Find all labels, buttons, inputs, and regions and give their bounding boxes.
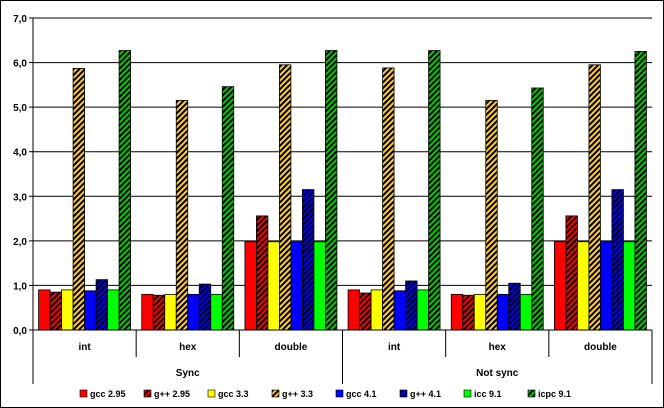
legend-swatch [208,390,215,397]
bar-hatch [405,280,418,330]
bar-hatch [485,100,498,330]
legend-label: gcc 4.1 [346,389,377,399]
legend-label: g++ 3.3 [282,389,313,399]
bar-hatch [588,64,601,331]
y-tick-label: 6,0 [13,59,27,70]
bar-hatch [73,68,85,330]
bar [290,241,303,330]
bar-hatch [256,215,268,330]
bar-hatch [634,51,647,331]
bar [210,294,223,330]
legend-swatch-outline [271,389,280,398]
bar-hatch [428,50,441,331]
legend-label: icc 9.1 [474,389,502,399]
x-tick-label: hex [179,342,197,353]
legend-swatch-outline [335,389,344,398]
bar-hatch [325,50,337,331]
bar-hatch [531,87,544,330]
bar-hatch [508,283,521,330]
bar-hatch [359,293,372,330]
bar [554,241,566,330]
bar-hatch [119,50,131,331]
bar-hatch [50,292,62,330]
y-tick-label: 5,0 [13,103,27,114]
bar [623,241,635,330]
bar [313,241,326,330]
legend-swatch-hatch [400,390,407,397]
bar-hatch [565,215,578,330]
bars [38,50,647,331]
y-tick-label: 2,0 [13,237,27,248]
bar [417,289,429,330]
bar [244,241,257,330]
bar [520,294,532,330]
legend-swatch-outline [399,389,408,398]
x-tick-label: hex [489,342,507,353]
bar [348,289,360,330]
y-tick-label: 1,0 [13,281,27,292]
legend-swatch-hatch [528,390,535,397]
bar [600,241,612,330]
bar [84,290,97,330]
plot-area [33,18,652,330]
bar-hatch [611,189,624,330]
bar-hatch [302,189,314,330]
x-tick-label: int [388,342,401,353]
x-tick-label: int [78,342,91,353]
bar-hatch [222,86,234,330]
bar [371,289,383,330]
bar [394,290,406,330]
y-tick-label: 7,0 [13,14,27,25]
legend-swatch-outline [143,389,152,398]
legend: gcc 2.95 g++ 2.95 gcc 3.3 g++ 3.3 gcc 4.1 g++… [79,389,571,399]
y-tick-label: 4,0 [13,148,27,159]
bar [267,241,280,330]
y-tick-label: 3,0 [13,192,27,203]
legend-swatch-hatch [144,390,151,397]
group-label: Not sync [476,368,519,379]
x-tick-label: double [584,342,617,353]
legend-swatch-hatch [272,390,279,397]
axes: 0,0 1,0 2,0 3,0 4,0 5,0 6,0 7,0 int hex double int h… [13,14,653,384]
bar [107,289,120,330]
y-tick-label: 0,0 [13,326,27,337]
bar-hatch [96,279,108,330]
legend-label: gcc 2.95 [90,389,126,399]
legend-swatch-outline [527,389,536,398]
bar-hatch [279,64,291,331]
legend-label: icpc 9.1 [538,389,571,399]
legend-label: g++ 4.1 [410,389,441,399]
legend-swatch [464,390,471,397]
gridlines [33,17,652,331]
bar [141,294,154,330]
group-label: Sync [176,368,200,379]
bar-hatch [199,284,211,330]
legend-swatch-outline [207,389,216,398]
bar [474,294,486,330]
bar-hatch [176,100,188,330]
x-tick-label: double [275,342,308,353]
bar [577,241,589,330]
legend-swatch-outline [79,389,88,398]
legend-swatch-outline [463,389,472,398]
bar-hatch [382,67,395,331]
bar [164,294,177,330]
bar [38,289,51,330]
legend-swatch [80,390,87,397]
bar-hatch [153,295,165,330]
legend-label: g++ 2.95 [154,389,190,399]
legend-swatch [336,390,343,397]
bar [61,289,74,330]
bar [187,294,200,330]
legend-label: gcc 3.3 [218,389,249,399]
bar [497,294,509,330]
bar-hatch [462,295,475,330]
bar [451,294,463,330]
